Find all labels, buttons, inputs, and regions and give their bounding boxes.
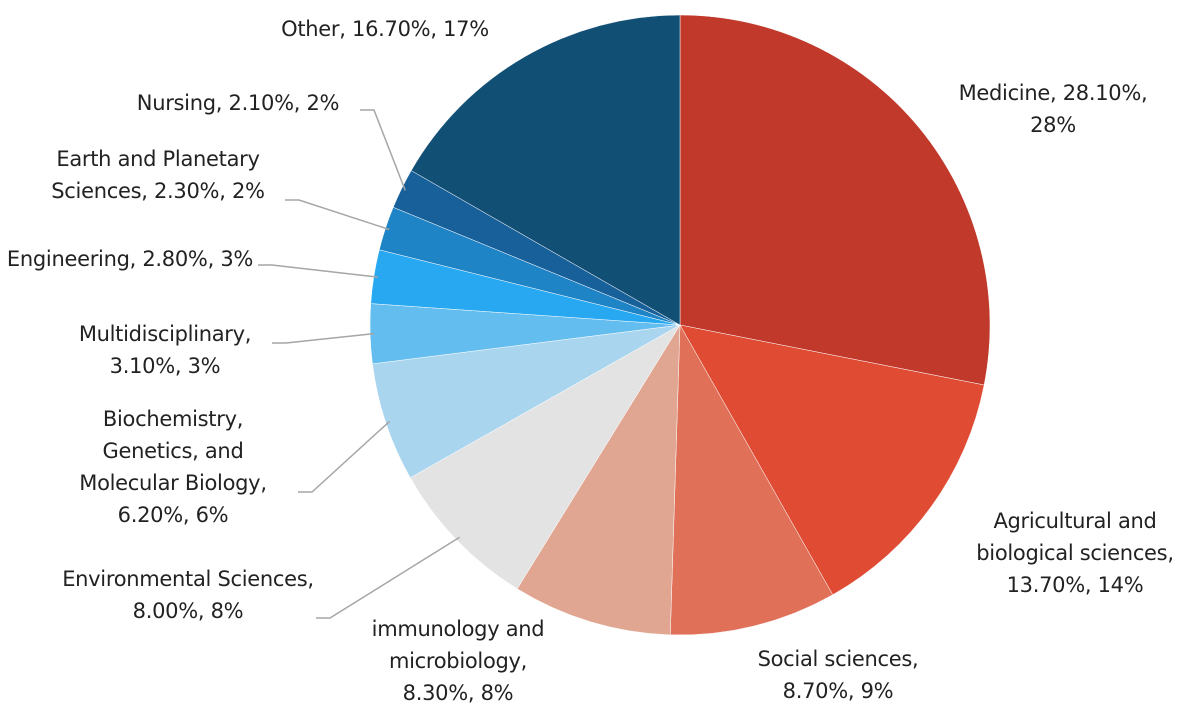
leader-line bbox=[316, 536, 460, 619]
label-category: immunology and microbiology bbox=[371, 617, 545, 673]
label-category: Other bbox=[281, 17, 340, 41]
pie-slice bbox=[409, 324, 681, 590]
label-separator: , bbox=[244, 322, 252, 346]
label-category: Earth and Planetary Sciences bbox=[51, 147, 260, 203]
label-separator: , bbox=[1141, 81, 1148, 105]
label-separator: , bbox=[339, 17, 353, 41]
label-separator: , bbox=[174, 354, 188, 378]
label-value: 8.70% bbox=[782, 679, 849, 703]
label-separator: , bbox=[141, 179, 154, 203]
pie-slice bbox=[516, 324, 681, 636]
label-separator: , bbox=[430, 17, 444, 41]
label-separator: , bbox=[467, 681, 481, 705]
label-separator: , bbox=[847, 679, 861, 703]
label-percent: 8% bbox=[480, 681, 514, 705]
data-label: Biochemistry, Genetics, and Molecular Bi… bbox=[55, 403, 291, 531]
data-label: Earth and Planetary Sciences, 2.30%, 2% bbox=[32, 143, 284, 207]
label-category: Environmental Sciences bbox=[62, 567, 308, 591]
data-label: Environmental Sciences, 8.00%, 8% bbox=[62, 563, 314, 627]
label-value: 2.30% bbox=[154, 179, 220, 203]
data-label: Medicine, 28.10%, 28% bbox=[933, 77, 1173, 141]
label-value: 16.70% bbox=[352, 17, 431, 41]
label-percent: 3% bbox=[220, 247, 254, 271]
label-percent: 2% bbox=[231, 179, 265, 203]
label-category: Multidisciplinary bbox=[78, 322, 245, 346]
label-separator: , bbox=[260, 471, 267, 495]
label-value: 8.00% bbox=[132, 599, 199, 623]
label-separator: , bbox=[1167, 541, 1174, 565]
leader-line bbox=[285, 199, 390, 231]
label-separator: , bbox=[307, 567, 314, 591]
label-category: Social sciences bbox=[757, 647, 913, 671]
label-separator: , bbox=[293, 91, 307, 115]
pie-slice bbox=[679, 14, 991, 386]
label-separator: , bbox=[520, 649, 528, 673]
label-percent: 28% bbox=[1030, 113, 1076, 137]
label-percent: 3% bbox=[187, 354, 221, 378]
label-category: Agricultural and biological sciences bbox=[976, 509, 1168, 565]
label-percent: 8% bbox=[210, 599, 244, 623]
leader-line bbox=[272, 332, 375, 344]
label-value: 6.20% bbox=[117, 503, 184, 527]
label-percent: 2% bbox=[306, 91, 340, 115]
label-percent: 14% bbox=[1097, 573, 1144, 597]
label-separator: , bbox=[1084, 573, 1098, 597]
label-separator: , bbox=[219, 179, 232, 203]
label-percent: 6% bbox=[195, 503, 229, 527]
leader-line bbox=[258, 264, 378, 278]
label-separator: , bbox=[215, 91, 229, 115]
label-separator: , bbox=[912, 647, 919, 671]
pie-slice bbox=[372, 324, 681, 479]
label-separator: , bbox=[207, 247, 221, 271]
data-label: Engineering, 2.80%, 3% bbox=[4, 243, 256, 275]
data-label: Nursing, 2.10%, 2% bbox=[107, 87, 369, 119]
label-value: 13.70% bbox=[1006, 573, 1086, 597]
leader-line bbox=[298, 420, 391, 493]
pie-slice bbox=[670, 324, 834, 636]
label-separator: , bbox=[1049, 81, 1063, 105]
label-percent: 17% bbox=[443, 17, 489, 41]
data-label: Multidisciplinary, 3.10%, 3% bbox=[57, 318, 273, 382]
label-value: 2.10% bbox=[228, 91, 295, 115]
label-separator: , bbox=[197, 599, 211, 623]
label-value: 28.10% bbox=[1062, 81, 1142, 105]
label-value: 2.80% bbox=[142, 247, 208, 271]
label-percent: 9% bbox=[860, 679, 894, 703]
data-label: Agricultural and biological sciences, 13… bbox=[958, 505, 1193, 601]
label-value: 3.10% bbox=[109, 354, 176, 378]
label-category: Medicine bbox=[958, 81, 1051, 105]
label-category: Biochemistry, Genetics, and Molecular Bi… bbox=[79, 407, 261, 495]
label-category: Nursing bbox=[136, 91, 216, 115]
pie-slice bbox=[410, 14, 681, 326]
label-separator: , bbox=[182, 503, 196, 527]
label-value: 8.30% bbox=[402, 681, 469, 705]
data-label: Social sciences, 8.70%, 9% bbox=[738, 643, 938, 707]
data-label: Other, 16.70%, 17% bbox=[235, 13, 535, 45]
label-category: Engineering bbox=[6, 247, 130, 271]
leader-line bbox=[360, 109, 406, 191]
label-separator: , bbox=[129, 247, 143, 271]
pie-slice bbox=[679, 324, 985, 596]
data-label: immunology and microbiology, 8.30%, 8% bbox=[358, 613, 558, 707]
